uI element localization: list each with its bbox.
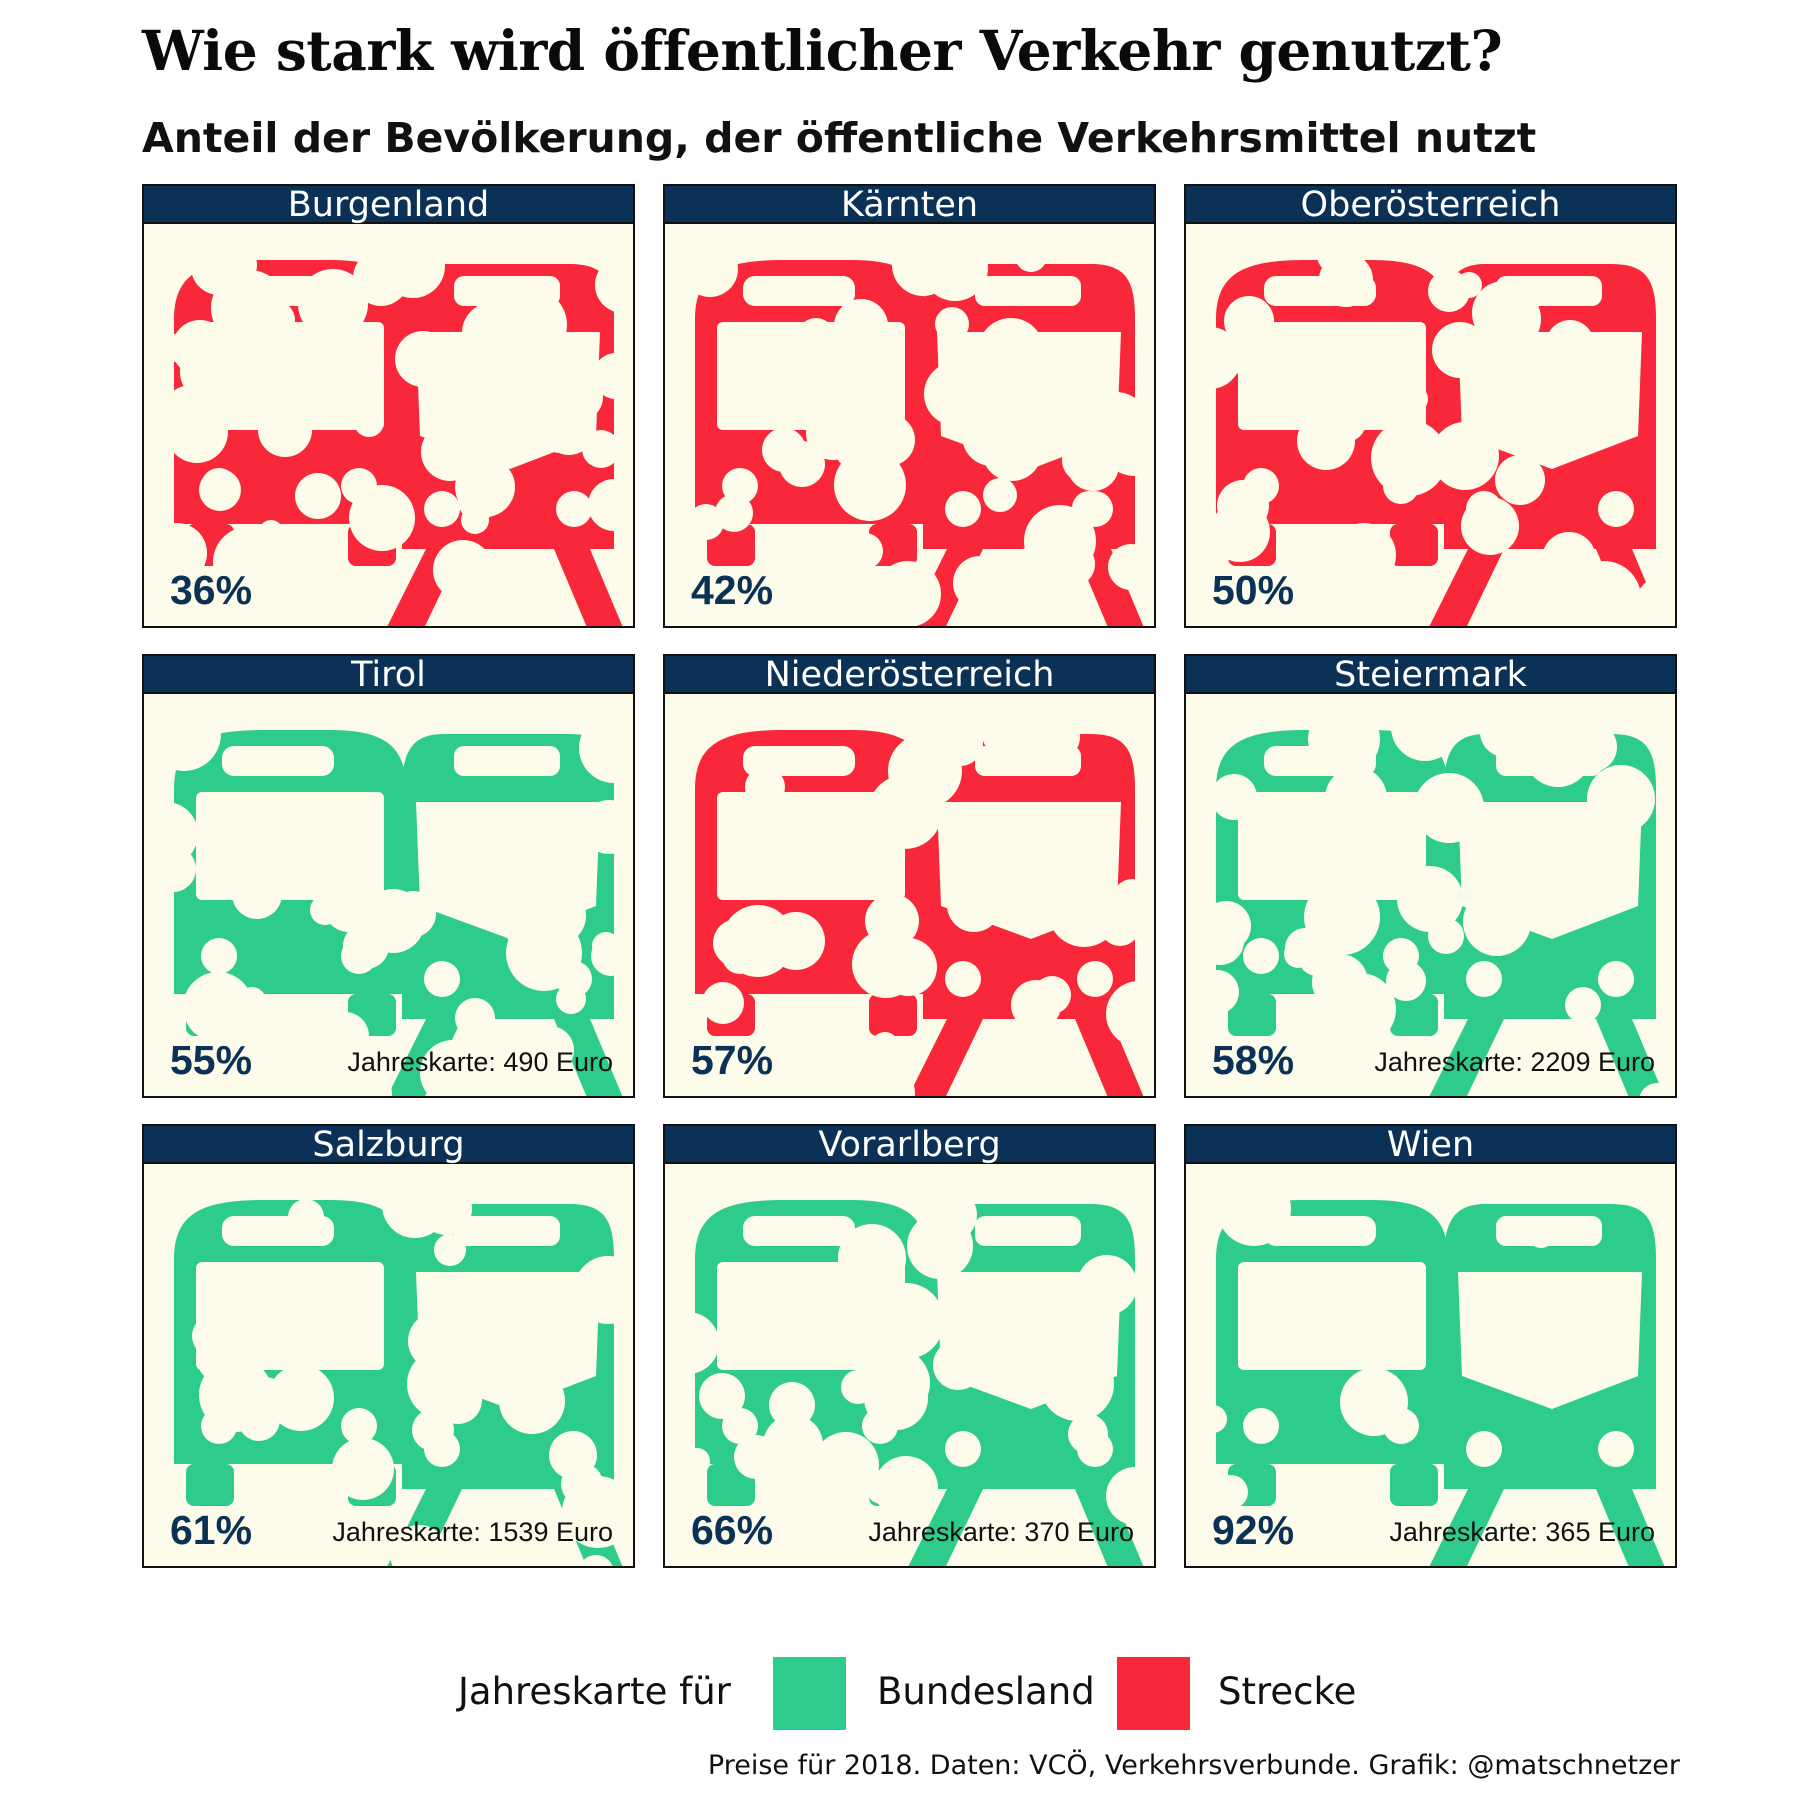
bus-tram-icon — [174, 1200, 623, 1566]
panel-vorarlberg: Vorarlberg 66% Jahreskarte: 370 Euro — [663, 1124, 1156, 1568]
panel-kärnten: Kärnten 42% — [663, 184, 1156, 628]
panel-region-name: Niederösterreich — [665, 656, 1154, 694]
bus-tram-icon — [1216, 1200, 1665, 1566]
panel-steiermark: Steiermark 58% Jahreskarte: 2209 Euro — [1184, 654, 1677, 1098]
panel-burgenland: Burgenland 36% — [142, 184, 635, 628]
panel-oberösterreich: Oberösterreich 50% — [1184, 184, 1677, 628]
bus-tram-icon — [695, 1200, 1144, 1566]
panel-region-name: Burgenland — [144, 186, 633, 224]
annual-ticket-price: Jahreskarte: 1539 Euro — [332, 1517, 613, 1547]
panel-wien: Wien 92% Jahreskarte: 365 Euro — [1184, 1124, 1677, 1568]
annual-ticket-price: Jahreskarte: 490 Euro — [347, 1047, 613, 1077]
legend-swatch-strecke — [1117, 1657, 1190, 1730]
panel-region-name: Wien — [1186, 1126, 1675, 1164]
panel-niederösterreich: Niederösterreich 57% — [663, 654, 1156, 1098]
annual-ticket-price: Jahreskarte: 370 Euro — [868, 1517, 1134, 1547]
source-footer: Preise für 2018. Daten: VCÖ, Verkehrsver… — [707, 1750, 1680, 1781]
usage-share-label: 57% — [691, 1037, 774, 1083]
bus-tram-icon — [174, 730, 623, 1096]
annual-ticket-price: Jahreskarte: 2209 Euro — [1374, 1047, 1655, 1077]
chart-subtitle: Anteil der Bevölkerung, der öffentliche … — [142, 114, 1537, 162]
panel-region-name: Oberösterreich — [1186, 186, 1675, 224]
panel-tirol: Tirol 55% Jahreskarte: 490 Euro — [142, 654, 635, 1098]
usage-share-label: 50% — [1212, 567, 1295, 613]
usage-share-label: 55% — [170, 1037, 253, 1083]
legend-label-bundesland: Bundesland — [877, 1670, 1095, 1713]
panel-region-name: Tirol — [144, 656, 633, 694]
panel-region-name: Vorarlberg — [665, 1126, 1154, 1164]
usage-share-label: 92% — [1212, 1507, 1295, 1553]
bus-tram-icon — [695, 730, 1144, 1096]
legend-title: Jahreskarte für — [458, 1670, 731, 1713]
usage-share-label: 36% — [170, 567, 253, 613]
panel-salzburg: Salzburg 61% Jahreskarte: 1539 Euro — [142, 1124, 635, 1568]
usage-share-label: 61% — [170, 1507, 253, 1553]
bus-tram-icon — [695, 260, 1144, 626]
panel-region-name: Steiermark — [1186, 656, 1675, 694]
usage-share-label: 58% — [1212, 1037, 1295, 1083]
panel-region-name: Kärnten — [665, 186, 1154, 224]
usage-share-label: 66% — [691, 1507, 774, 1553]
bus-tram-icon — [1216, 730, 1665, 1096]
usage-share-label: 42% — [691, 567, 774, 613]
annual-ticket-price: Jahreskarte: 365 Euro — [1389, 1517, 1655, 1547]
chart-title: Wie stark wird öffentlicher Verkehr genu… — [142, 18, 1503, 83]
bus-tram-icon — [1216, 260, 1665, 626]
legend-label-strecke: Strecke — [1218, 1670, 1357, 1713]
legend-swatch-bundesland — [773, 1657, 846, 1730]
panel-region-name: Salzburg — [144, 1126, 633, 1164]
bus-tram-icon — [174, 260, 623, 626]
